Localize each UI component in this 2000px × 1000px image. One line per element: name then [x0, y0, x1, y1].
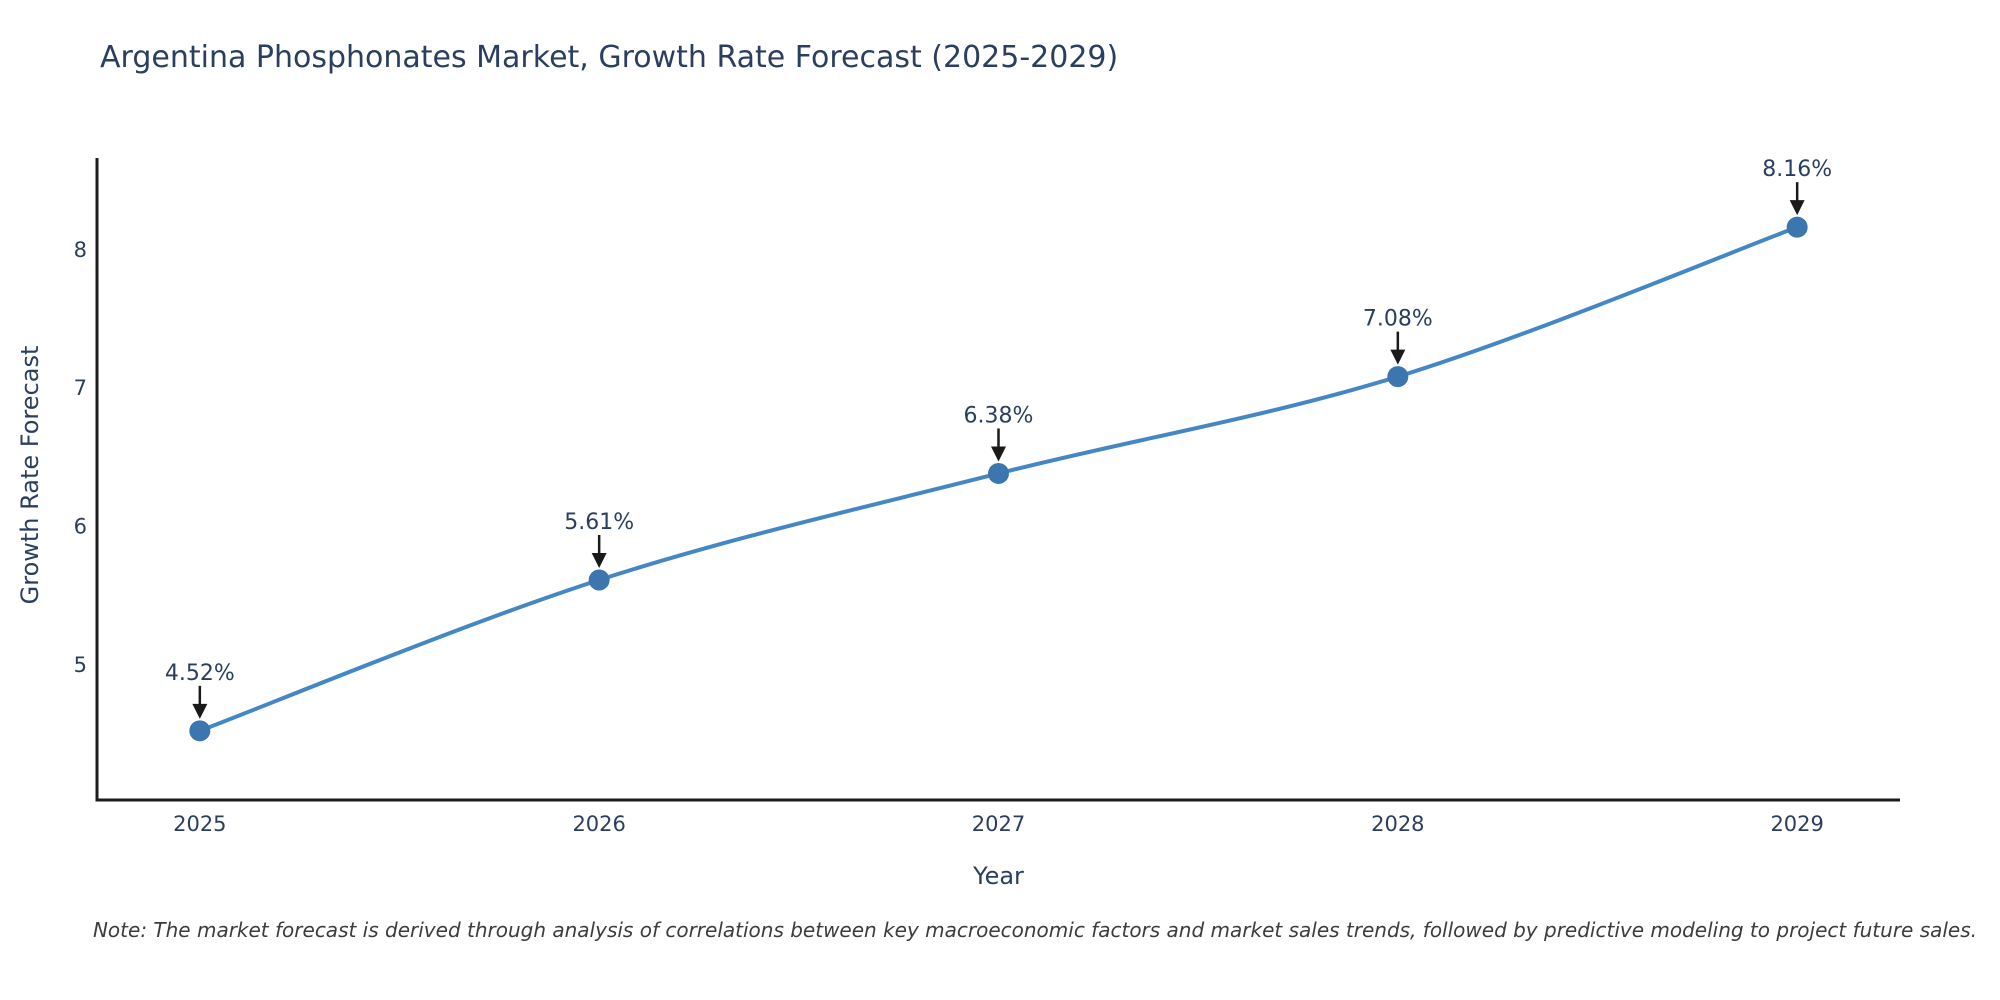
- x-tick-label: 2029: [1770, 812, 1823, 836]
- chart-title: Argentina Phosphonates Market, Growth Ra…: [100, 40, 1119, 75]
- y-tick-label: 5: [74, 653, 87, 677]
- annotation-arrowhead: [591, 553, 607, 569]
- axis-lines: [95, 158, 1900, 802]
- annotation-arrowhead: [1789, 200, 1805, 216]
- y-tick-label: 8: [74, 238, 87, 262]
- data-point-2027[interactable]: [988, 462, 1009, 484]
- x-tick-label: 2025: [173, 812, 226, 836]
- annotation-label: 4.52%: [165, 661, 235, 686]
- data-point-2025[interactable]: [189, 720, 211, 742]
- annotation-label: 7.08%: [1363, 307, 1433, 332]
- x-tick-label: 2027: [972, 812, 1025, 836]
- annotation-arrowhead: [991, 446, 1006, 462]
- annotation-arrowhead: [1390, 349, 1406, 365]
- x-axis-title: Year: [973, 862, 1024, 890]
- annotation-label: 5.61%: [564, 510, 634, 535]
- data-point-2028[interactable]: [1387, 366, 1409, 388]
- annotation-label: 6.38%: [964, 403, 1034, 428]
- y-axis-title: Growth Rate Forecast: [16, 345, 44, 605]
- y-tick-label: 7: [74, 376, 87, 400]
- y-tick-label: 6: [74, 515, 87, 539]
- data-point-2029[interactable]: [1786, 216, 1808, 238]
- annotation-label: 8.16%: [1762, 157, 1832, 182]
- chart-note: Note: The market forecast is derived thr…: [92, 918, 1978, 942]
- data-point-2026[interactable]: [588, 569, 610, 591]
- annotation-arrowhead: [192, 703, 208, 719]
- x-tick-label: 2028: [1371, 812, 1424, 836]
- x-tick-label: 2026: [572, 812, 625, 836]
